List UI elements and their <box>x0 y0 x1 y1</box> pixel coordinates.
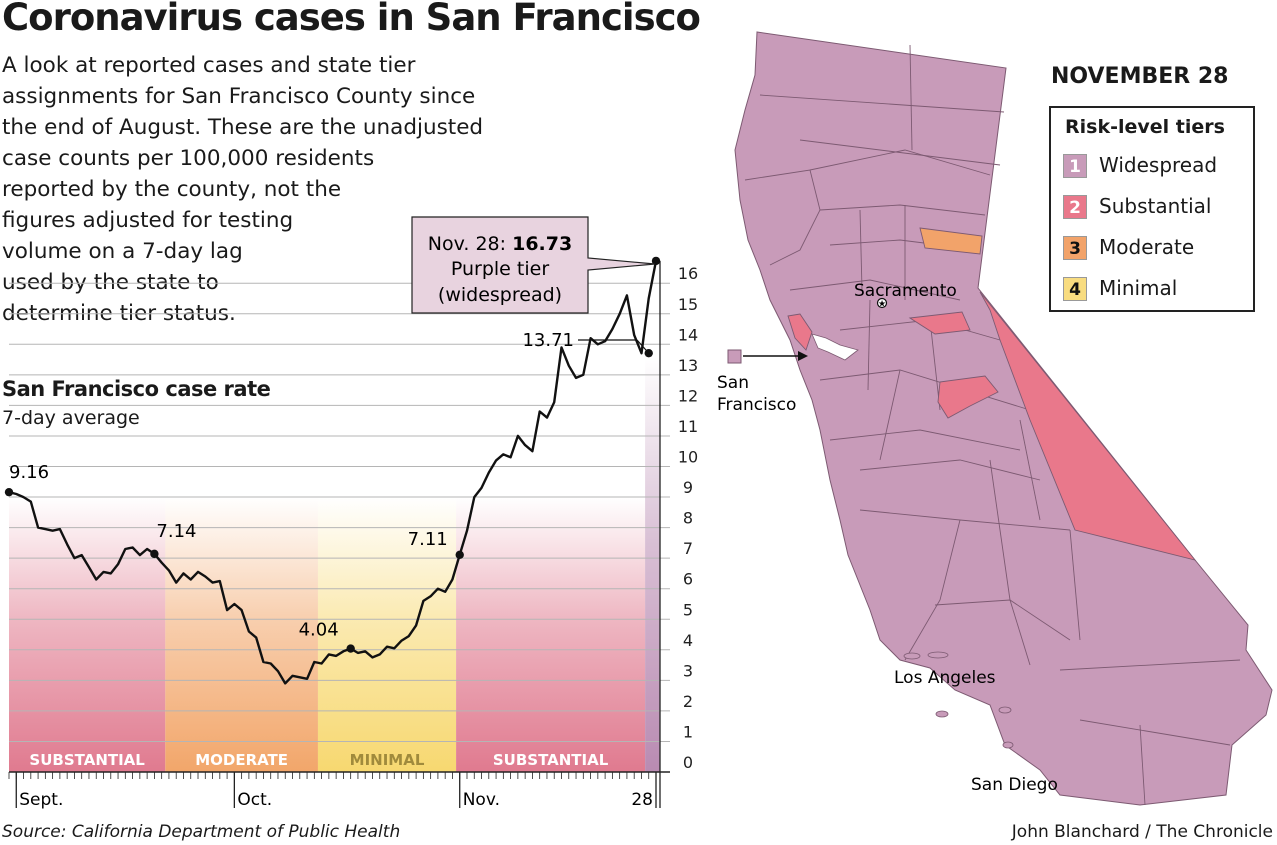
callout-line2: Purple tier <box>451 258 549 280</box>
callout-line3: (widespread) <box>438 284 562 306</box>
chart-title: San Francisco case rate <box>2 377 271 401</box>
annotation-label: 9.16 <box>9 462 49 483</box>
y-tick-label: 5 <box>683 600 693 619</box>
capital-star-glyph: ★ <box>878 300 886 310</box>
label-san-francisco-2: Francisco <box>717 395 796 415</box>
y-tick-label: 8 <box>683 509 693 528</box>
case-rate-chart: SUBSTANTIAL MODERATE MINIMAL SUBSTANTIAL 0 1… <box>4 216 698 810</box>
annotation-dot <box>150 549 159 559</box>
intro-line: the end of August. These are the unadjus… <box>2 115 484 140</box>
intro-line: used by the state to <box>2 270 219 295</box>
y-tick-label: 0 <box>683 753 693 772</box>
annotation-dot <box>455 550 464 559</box>
california-map: ★ Sacramento San Francisco Los Angeles S… <box>717 31 1273 806</box>
san-francisco-marker <box>727 349 742 364</box>
x-tick-label: Oct. <box>237 790 272 810</box>
legend-label: Moderate <box>1099 235 1195 259</box>
tier-band-label: MODERATE <box>195 751 288 769</box>
legend-swatch: 2 <box>1063 195 1087 219</box>
substantial-county-east <box>979 291 1197 561</box>
x-tick-label: Sept. <box>19 790 63 810</box>
intro-text: A look at reported cases and state tier … <box>2 50 562 329</box>
y-tick-label: 1 <box>683 722 693 741</box>
callout-box <box>411 216 656 314</box>
california-state-shape <box>734 31 1273 806</box>
legend-label: Minimal <box>1099 276 1178 300</box>
channel-islands <box>903 651 1014 749</box>
intro-line: volume on a 7-day lag <box>2 239 243 264</box>
map-date-label: NOVEMBER 28 <box>1051 64 1229 89</box>
legend-title: Risk-level tiers <box>1065 116 1225 138</box>
legend-label: Substantial <box>1099 194 1212 218</box>
y-tick-label: 2 <box>683 692 693 711</box>
tier-bands: SUBSTANTIAL MODERATE MINIMAL SUBSTANTIAL <box>9 356 660 772</box>
source-note: Source: California Department of Public … <box>2 822 401 842</box>
tier-band <box>9 497 166 772</box>
tier-band-label: MINIMAL <box>350 751 425 769</box>
annotation-label: 4.04 <box>299 620 339 641</box>
tier-band <box>456 497 646 772</box>
case-rate-line <box>8 260 658 685</box>
y-tick-label: 13 <box>678 356 698 375</box>
legend-swatch: 3 <box>1063 236 1087 260</box>
legend-swatch: 4 <box>1063 277 1087 301</box>
substantial-county-marin <box>787 313 813 351</box>
callout: Nov. 28: 16.73 Purple tier (widespread) <box>411 216 656 314</box>
label-los-angeles: Los Angeles <box>894 668 996 688</box>
y-tick-label: 10 <box>678 448 698 467</box>
y-tick-label: 4 <box>683 631 693 650</box>
x-tick-label: 28 <box>631 790 653 810</box>
credit-note: John Blanchard / The Chronicle <box>1011 822 1273 842</box>
capital-star-icon <box>876 297 888 309</box>
label-sacramento: Sacramento <box>854 281 957 301</box>
substantial-county-north <box>908 311 971 335</box>
y-tick-label: 16 <box>678 264 698 283</box>
y-tick-label: 9 <box>683 478 693 497</box>
tier-band <box>317 497 457 772</box>
page-title: Coronavirus cases in San Francisco <box>2 0 701 39</box>
y-tick-label: 11 <box>678 417 698 436</box>
gridlines <box>9 282 670 773</box>
annotation-label: 7.14 <box>156 521 196 542</box>
x-axis: Sept. Oct. Nov. 28 <box>8 260 661 810</box>
tier-band-label: SUBSTANTIAL <box>29 751 145 769</box>
annotations: 9.16 7.14 4.04 7.11 13.71 <box>4 256 661 653</box>
y-tick-label: 15 <box>678 295 698 314</box>
chart-subtitle: 7-day average <box>2 407 140 429</box>
label-san-francisco-1: San <box>717 373 749 393</box>
moderate-county <box>919 227 983 255</box>
callout-line1: Nov. 28: 16.73 <box>428 233 572 255</box>
tier-band <box>645 356 660 772</box>
label-san-diego: San Diego <box>971 775 1058 795</box>
y-tick-label: 3 <box>683 661 693 680</box>
intro-line: A look at reported cases and state tier <box>2 53 416 78</box>
annotation-label: 7.11 <box>408 529 448 550</box>
substantial-county-central <box>937 375 999 419</box>
annotation-label: 13.71 <box>522 330 574 351</box>
intro-line: assignments for San Francisco County sin… <box>2 84 476 109</box>
legend-label: Widespread <box>1099 153 1218 177</box>
case-rate-line <box>8 260 658 685</box>
pointer-arrow-icon <box>798 351 808 361</box>
intro-line: case counts per 100,000 residents <box>2 146 375 171</box>
final-point-dot <box>651 256 661 266</box>
intro-line: figures adjusted for testing <box>2 208 294 233</box>
y-tick-label: 6 <box>683 570 693 589</box>
legend-swatch: 1 <box>1063 154 1087 178</box>
bay-water <box>811 333 859 361</box>
tier-band-label: SUBSTANTIAL <box>493 751 609 769</box>
x-tick-label: Nov. <box>463 790 500 810</box>
annotation-dot <box>346 644 355 653</box>
y-tick-label: 12 <box>678 386 698 405</box>
annotation-leader <box>636 339 650 354</box>
risk-tier-legend: Risk-level tiers 1 Widespread 2 Substant… <box>1049 106 1255 312</box>
intro-line: reported by the county, not the <box>2 177 342 202</box>
tier-band <box>165 497 318 772</box>
y-tick-label: 14 <box>678 325 698 344</box>
y-tick-label: 7 <box>683 539 693 558</box>
annotation-dot <box>4 487 14 497</box>
